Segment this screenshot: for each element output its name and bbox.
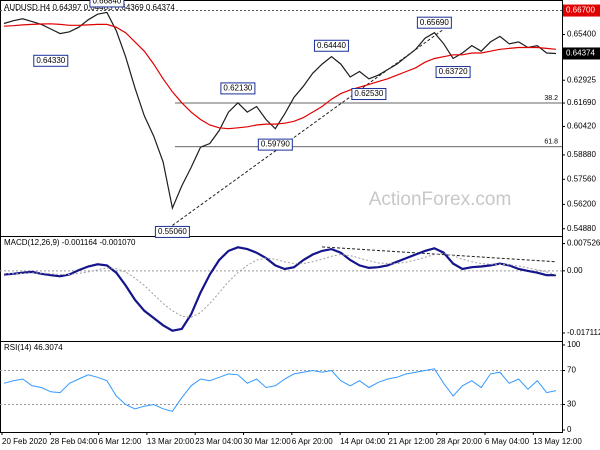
y-tick-label: 100 [567, 340, 581, 349]
x-tick-label: 28 Apr 20:00 [437, 437, 483, 446]
current-price-box [563, 47, 600, 60]
y-tick-label: 0.62925 [567, 75, 596, 84]
x-tick-label: 6 May 04:00 [485, 437, 530, 446]
fib-label: 61.8 [544, 139, 558, 146]
x-tick-label: 14 Apr 04:00 [340, 437, 386, 446]
price-label: 0.63720 [439, 67, 468, 76]
price-label: 0.62130 [223, 84, 252, 93]
y-tick-label: 0.54880 [567, 224, 596, 233]
series-line [3, 246, 557, 332]
macd-title: MACD(12,26,9) -0.001164 -0.001070 [4, 238, 136, 247]
price-title: AUDUSD,H4 0.64397 0.64403 0.64369 0.6437… [4, 3, 175, 12]
price-label-box [257, 138, 293, 151]
y-tick-label: 70 [567, 366, 576, 375]
price-label: 0.66840 [92, 0, 121, 6]
series-line [3, 23, 557, 130]
price-label-box [313, 39, 349, 52]
x-tick-label: 6 Mar 12:00 [99, 437, 142, 446]
price-label: 0.55060 [158, 227, 187, 236]
x-tick-label: 20 Feb 2020 [2, 437, 47, 446]
price-label: 0.59790 [261, 140, 290, 149]
trendline [172, 28, 445, 226]
y-tick-label: 0.00 [567, 266, 583, 275]
series-line [4, 252, 557, 318]
current-price: 0.64374 [566, 49, 595, 58]
series-line [3, 11, 557, 211]
price-label-box [435, 66, 471, 79]
ref-label: 0.66700 [566, 6, 595, 15]
y-tick-label: 0.56200 [567, 199, 596, 208]
y-tick-label: 0.60420 [567, 122, 596, 131]
y-tick-label: 0.65400 [567, 30, 596, 39]
y-tick-label: 0.007526 [567, 239, 600, 248]
ref-label-box [563, 4, 600, 17]
y-tick-label: 30 [567, 400, 576, 409]
price-label-box [89, 0, 125, 8]
x-tick-label: 6 Apr 20:00 [292, 437, 333, 446]
x-tick-label: 28 Feb 04:00 [50, 437, 98, 446]
price-label-box [416, 16, 452, 29]
rsi-title: RSI(14) 46.3074 [4, 343, 63, 352]
y-tick-label: 0.58880 [567, 150, 596, 159]
price-label: 0.62530 [354, 89, 383, 98]
trendline [322, 246, 557, 263]
price-label: 0.64440 [317, 41, 346, 50]
price-label-box [154, 225, 190, 238]
x-tick-label: 23 Mar 04:00 [195, 437, 243, 446]
price-label-box [220, 82, 256, 95]
series-line [3, 368, 557, 412]
y-tick-label: -0.017112 [567, 328, 600, 337]
price-label-box [33, 54, 69, 67]
x-tick-label: 21 Apr 12:00 [388, 437, 434, 446]
plot-frame [0, 0, 563, 433]
y-tick-label: 0.61690 [567, 98, 596, 107]
price-label: 0.64330 [36, 56, 65, 65]
fib-label: 38.2 [544, 95, 558, 102]
price-label-box [351, 88, 387, 101]
x-tick-label: 13 Mar 20:00 [147, 437, 195, 446]
y-tick-label: 0.57560 [567, 174, 596, 183]
watermark: ActionForex.com [369, 189, 512, 210]
x-tick-label: 30 Mar 12:00 [244, 437, 292, 446]
price-label: 0.65690 [420, 18, 449, 27]
x-tick-label: 13 May 12:00 [533, 437, 582, 446]
y-tick-label: 0 [567, 425, 572, 434]
